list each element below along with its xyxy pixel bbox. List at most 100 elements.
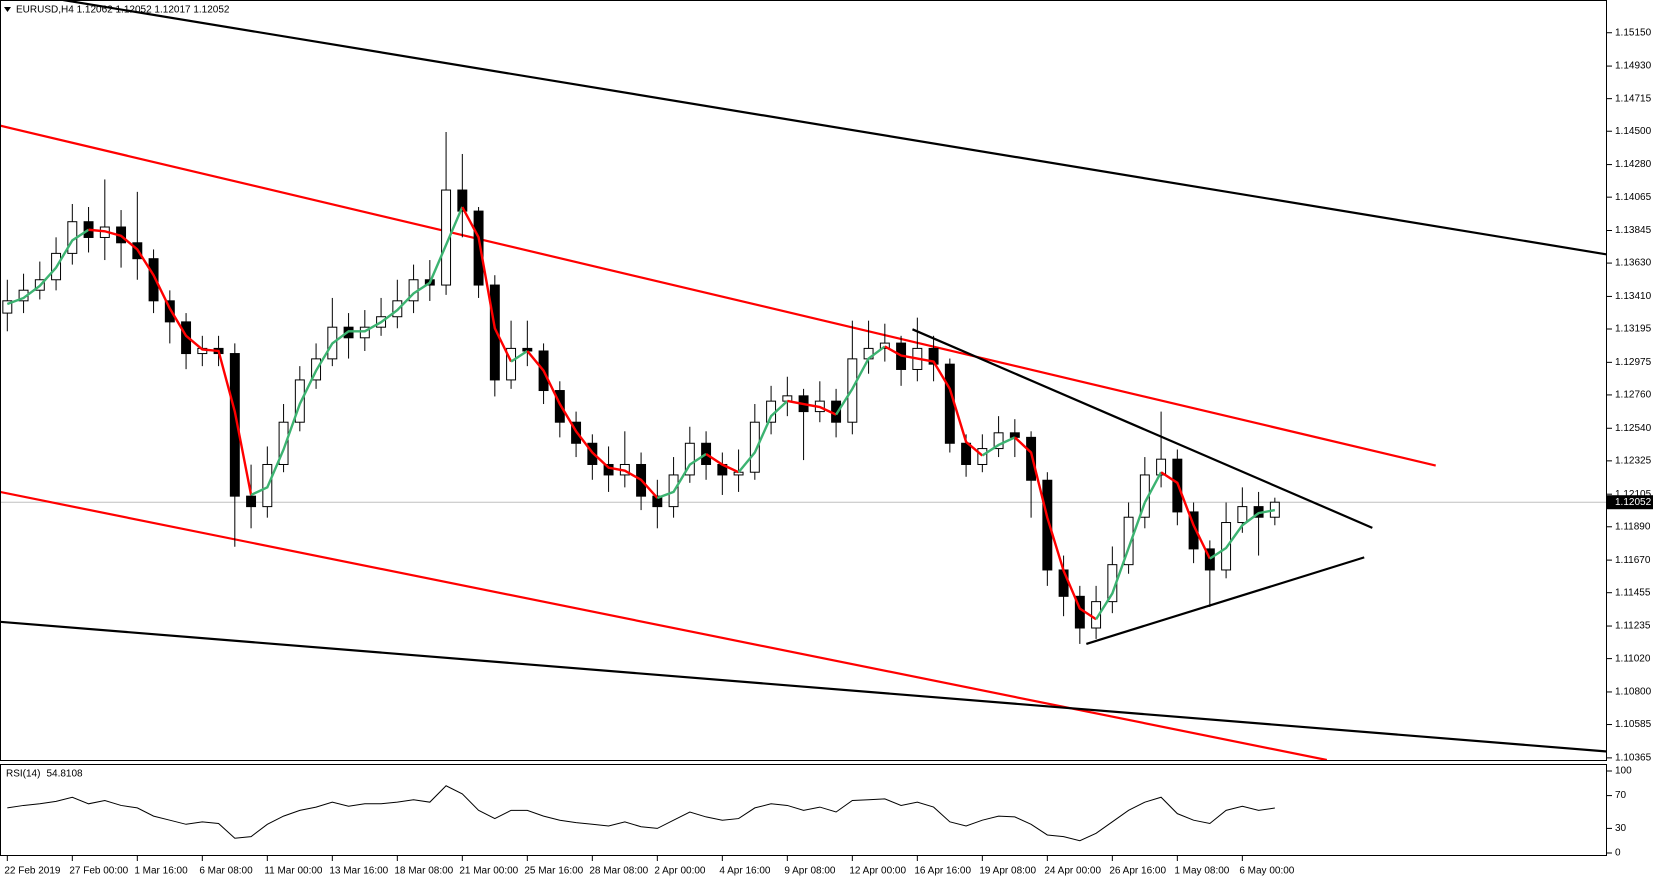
y-tick-label: 1.11670 — [1615, 555, 1651, 566]
candle-body — [457, 189, 468, 212]
trend-line — [0, 490, 1328, 760]
candle-body — [1091, 601, 1102, 629]
y-tick-label: 1.14715 — [1615, 93, 1652, 104]
y-tick-label: 1.13410 — [1615, 291, 1652, 302]
trend-line — [63, 0, 1607, 256]
axes: 1.15150 1.14930 1.14715 1.14500 1.14280 1.140… — [4, 27, 1653, 877]
moving-average — [1095, 471, 1163, 620]
y-tick-label: 1.10800 — [1615, 687, 1652, 698]
candle-body — [1009, 432, 1020, 438]
y-tick-label: 100 — [1615, 766, 1632, 777]
candle-body — [489, 284, 500, 381]
price-pane-frame — [0, 0, 1607, 761]
y-tick-label: 1.11235 — [1615, 621, 1651, 632]
candle-body — [944, 363, 955, 444]
candle-body — [164, 300, 175, 323]
candle-body — [652, 495, 663, 508]
candle-body — [229, 353, 240, 497]
x-tick-label: 21 Mar 00:00 — [459, 866, 518, 877]
y-tick-label: 1.12540 — [1615, 423, 1652, 434]
candle-body — [554, 390, 565, 423]
candle-body — [928, 347, 939, 365]
y-tick-label: 1.11890 — [1615, 521, 1651, 532]
y-tick-label: 1.11020 — [1615, 653, 1651, 664]
trend-line — [1086, 556, 1365, 645]
moving-average — [461, 206, 513, 363]
moving-average — [787, 399, 837, 416]
x-tick-label: 26 Apr 16:00 — [1109, 866, 1166, 877]
rsi-pane — [7, 785, 1275, 842]
x-tick-label: 22 Feb 2019 — [4, 866, 61, 877]
y-tick-label: 1.10365 — [1615, 753, 1652, 764]
candle-body — [961, 442, 972, 465]
candle-body — [879, 342, 890, 349]
price-tag — [1607, 495, 1653, 510]
x-tick-label: 28 Mar 08:00 — [589, 866, 648, 877]
candle-body — [1204, 548, 1215, 571]
x-tick-label: 1 May 08:00 — [1174, 866, 1229, 877]
moving-average — [1014, 436, 1097, 621]
trend-line — [0, 620, 1607, 753]
x-tick-label: 16 Apr 16:00 — [914, 866, 971, 877]
y-tick-label: 1.10585 — [1615, 719, 1652, 730]
candle-body — [441, 189, 452, 286]
moving-average — [705, 453, 740, 474]
y-tick-label: 1.14500 — [1615, 126, 1652, 137]
moving-average — [510, 349, 528, 363]
rsi-value: 54.8108 — [46, 769, 83, 780]
candle-body — [782, 395, 793, 402]
x-tick-label: 2 Apr 00:00 — [654, 866, 706, 877]
price-tag-label: 1.12052 — [1615, 497, 1652, 508]
candle-body — [473, 210, 484, 286]
y-tick-label: 1.12975 — [1615, 357, 1652, 368]
y-tick-label: 1.13630 — [1615, 258, 1652, 269]
candle-body — [1156, 458, 1167, 476]
symbol-header: EURUSD,H4 1.12062 1.12052 1.12017 1.1205… — [16, 5, 230, 16]
x-tick-label: 6 Mar 08:00 — [199, 866, 253, 877]
rsi-pane-frame — [0, 764, 1607, 856]
trend-line — [912, 328, 1373, 529]
rsi-title: RSI(14) — [6, 769, 40, 780]
candle-body — [701, 442, 712, 465]
x-tick-label: 25 Mar 16:00 — [524, 866, 583, 877]
x-tick-label: 9 Apr 08:00 — [784, 866, 836, 877]
candle-body — [1237, 506, 1248, 524]
x-tick-label: 13 Mar 16:00 — [329, 866, 388, 877]
y-tick-label: 1.12105 — [1615, 489, 1652, 500]
y-tick-label: 70 — [1615, 790, 1627, 801]
candle-body — [2, 300, 13, 314]
menu-arrow[interactable] — [4, 7, 11, 12]
candle-body — [294, 379, 305, 423]
x-tick-label: 19 Apr 08:00 — [979, 866, 1036, 877]
moving-average — [835, 345, 886, 416]
x-tick-label: 12 Apr 00:00 — [849, 866, 906, 877]
candle-body — [506, 347, 517, 381]
trend-line — [0, 124, 1436, 467]
candle-body — [1042, 479, 1053, 571]
y-tick-label: 1.15150 — [1615, 27, 1652, 38]
y-tick-label: 1.13195 — [1615, 324, 1652, 335]
candle-body — [181, 321, 192, 355]
moving-average — [737, 400, 789, 473]
y-tick-label: 0 — [1615, 848, 1621, 859]
candle-body — [522, 347, 533, 352]
x-tick-label: 4 Apr 16:00 — [719, 866, 771, 877]
candle-body — [749, 421, 760, 473]
moving-average — [88, 228, 253, 496]
y-tick-label: 1.14280 — [1615, 159, 1652, 170]
x-tick-label: 11 Mar 00:00 — [264, 866, 323, 877]
moving-average — [1160, 471, 1211, 560]
candle-body — [1026, 436, 1037, 481]
y-tick-label: 1.11455 — [1615, 587, 1651, 598]
moving-average — [526, 350, 659, 499]
moving-average — [250, 206, 464, 497]
y-tick-label: 1.14930 — [1615, 61, 1652, 72]
candle-body — [684, 442, 695, 476]
candle-body — [1123, 516, 1134, 566]
candle-body — [1188, 511, 1199, 550]
x-tick-label: 6 May 00:00 — [1239, 866, 1294, 877]
candle-body — [977, 448, 988, 465]
